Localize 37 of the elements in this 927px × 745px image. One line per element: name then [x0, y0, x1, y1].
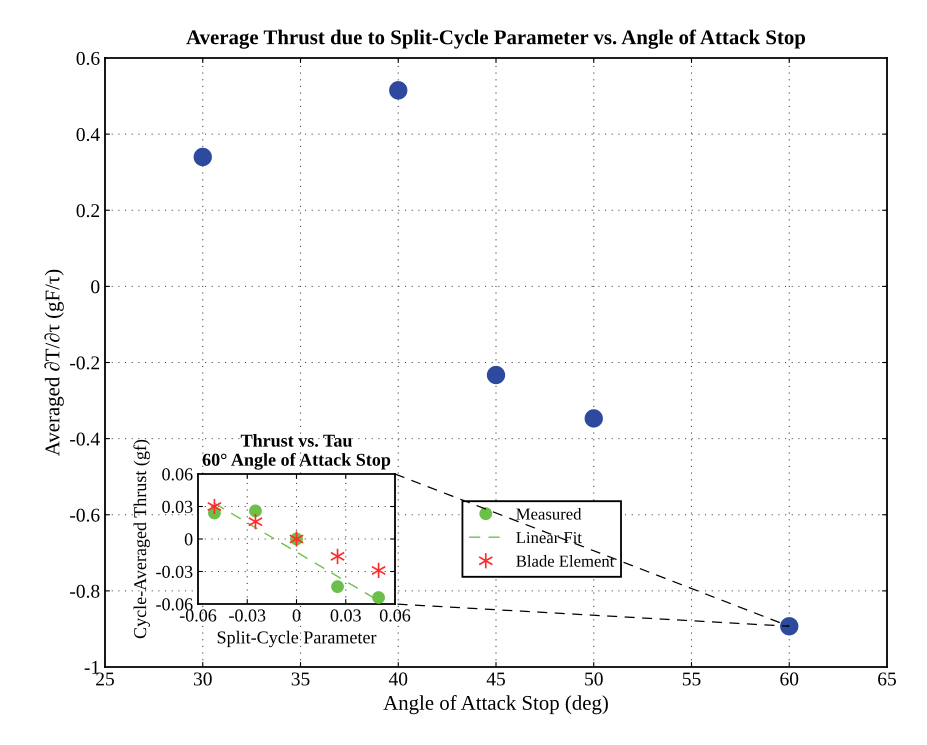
y-tick-label: 0.2 — [76, 204, 100, 218]
y-tick-label: -0.8 — [70, 584, 100, 598]
y-tick-label: 0.4 — [76, 128, 100, 142]
x-tick-label: 55 — [682, 672, 700, 686]
x-tick-label: 35 — [292, 672, 310, 686]
y-tick-label: 0 — [184, 533, 192, 546]
y-tick-label: -0.06 — [156, 598, 193, 611]
x-axis-title: Split-Cycle Parameter — [218, 630, 376, 648]
y-tick-label: -1 — [84, 660, 99, 674]
legend-label: Linear Fit — [516, 532, 582, 544]
x-tick-label: 0.03 — [330, 609, 361, 622]
y-tick-label: -0.6 — [70, 508, 100, 522]
x-tick-label: 60 — [780, 672, 798, 686]
y-axis-title: Cycle-Averaged Thrust (gf) — [133, 440, 150, 638]
x-tick-label: 0 — [292, 609, 300, 622]
y-tick-label: -0.4 — [70, 432, 100, 446]
legend-label: Measured — [516, 508, 582, 520]
x-tick-label: -0.06 — [180, 609, 216, 622]
x-tick-label: 40 — [388, 672, 408, 686]
x-tick-label: 45 — [486, 672, 505, 686]
y-tick-label: -0.2 — [70, 356, 100, 370]
y-tick-label: 0.6 — [76, 52, 100, 66]
chart-title: Thrust vs. Tau 60° Angle of Attack Stop — [202, 434, 390, 470]
y-tick-label: 0.03 — [162, 500, 192, 514]
x-axis-title: Angle of Attack Stop (deg) — [383, 695, 608, 714]
chart-title: Average Thrust due to Split-Cycle Parameter vs. Angle of Attack Stop — [186, 29, 806, 49]
x-tick-label: 50 — [585, 672, 603, 686]
y-tick-label: 0.06 — [162, 468, 193, 481]
x-tick-label: 0.06 — [380, 609, 410, 622]
y-axis-title: Averaged ∂T/∂τ (gF/τ) — [44, 270, 64, 456]
y-tick-label: 0 — [91, 280, 100, 294]
x-tick-label: 30 — [194, 672, 212, 686]
x-tick-label: 65 — [878, 672, 896, 686]
y-tick-label: -0.03 — [156, 566, 192, 578]
legend-label: Blade Element — [516, 555, 614, 567]
x-tick-label: -0.03 — [229, 609, 266, 622]
x-tick-label: 25 — [96, 672, 114, 686]
